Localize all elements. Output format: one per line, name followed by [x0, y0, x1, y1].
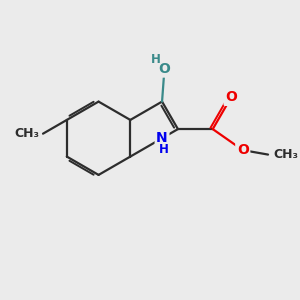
Text: O: O [158, 62, 170, 76]
Text: O: O [225, 90, 237, 104]
Text: O: O [237, 143, 249, 157]
Text: N: N [156, 131, 168, 145]
Text: H: H [151, 53, 161, 66]
Text: CH₃: CH₃ [273, 148, 298, 161]
Text: CH₃: CH₃ [15, 127, 40, 140]
Text: H: H [158, 143, 168, 156]
